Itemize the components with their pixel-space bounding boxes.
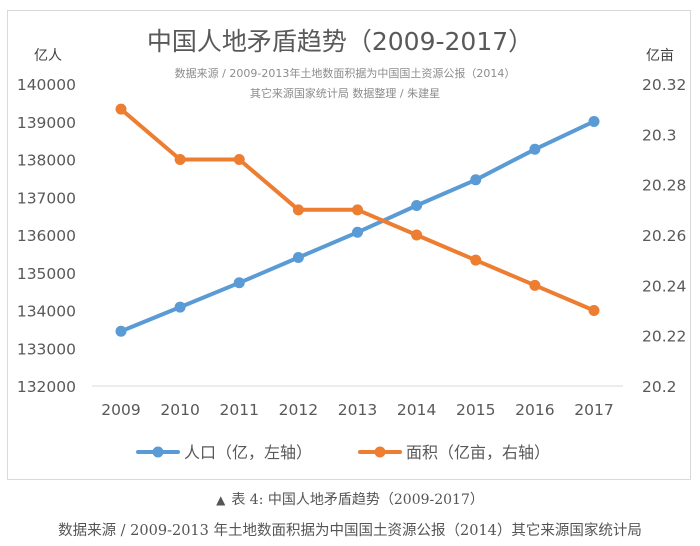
population-data-point [292,251,304,263]
figure-source-note: 数据来源 / 2009-2013 年土地数面积据为中国国土资源公报（2014）其… [58,523,642,539]
triangle-marker-icon: ▲ [216,493,226,507]
population-data-point [174,301,186,313]
chart: 中国人地矛盾趋势（2009-2017） 数据来源 / 2009-2013年土地数面… [17,27,687,462]
x-axis-tick-label: 2015 [456,401,495,419]
right-axis-tick-label: 20.24 [642,277,686,295]
population-data-point [529,143,541,155]
x-axis-tick-label: 2017 [574,401,613,419]
left-axis-tick-label: 132000 [17,378,76,396]
area-data-point [470,254,482,266]
population-data-point [411,199,423,211]
x-axis-tick-label: 2009 [101,401,140,419]
left-axis-tick-label: 138000 [17,152,76,170]
area-data-point [411,229,423,241]
x-axis-tick-label: 2011 [220,401,259,419]
figure-caption-text: 表 4: 中国人地矛盾趋势（2009-2017） [231,492,484,508]
chart-frame [7,10,691,480]
population-data-point [352,226,363,238]
x-axis-tick-label: 2014 [397,401,436,419]
right-axis-tick-label: 20.2 [642,378,677,396]
population-data-point [588,115,600,127]
area-data-point [115,103,127,115]
left-axis-tick-label: 133000 [17,340,76,358]
population-data-point [470,174,482,186]
legend-label: 面积（亿亩，右轴） [406,443,550,462]
right-axis-tick-label: 20.3 [642,126,677,144]
legend-marker-swatch [374,446,386,458]
population-series-line [119,119,596,334]
legend-marker-swatch [152,446,164,458]
left-axis-unit-label: 亿人 [34,48,62,64]
x-axis-tick-label: 2016 [515,401,554,419]
area-data-point [588,305,600,316]
x-axis-tick-label: 2010 [160,401,199,419]
population-data-point [115,325,127,337]
area-data-point [292,204,304,216]
area-data-point [352,204,363,216]
chart-subtitle-line: 数据来源 / 2009-2013年土地数面积据为中国国土资源公报（2014） [175,66,516,80]
right-axis-tick-label: 20.28 [642,177,686,195]
right-axis-tick-label: 20.32 [642,76,686,94]
left-axis-tick-label: 134000 [17,303,76,321]
chart-subtitle-line: 其它来源国家统计局 数据整理 / 朱建星 [250,86,440,100]
x-axis-tick-label: 2012 [279,401,318,419]
x-axis-tick-label: 2013 [338,401,377,419]
right-axis-tick-label: 20.22 [642,328,686,346]
population-data-point [233,277,245,289]
left-axis-tick-label: 139000 [17,114,76,132]
area-data-point [529,279,541,291]
figure-caption: ▲ 表 4: 中国人地矛盾趋势（2009-2017） [0,489,700,509]
left-axis-tick-label: 137000 [17,189,76,207]
left-axis-tick-label: 136000 [17,227,76,245]
right-axis-unit-label: 亿亩 [646,47,674,64]
left-axis-tick-label: 135000 [17,265,76,283]
legend-label: 人口（亿，左轴） [184,443,312,462]
right-axis-tick-label: 20.26 [642,227,686,245]
area-data-point [233,154,245,165]
area-data-point [174,154,186,165]
left-axis-tick-label: 140000 [17,76,76,94]
chart-title: 中国人地矛盾趋势（2009-2017） [147,27,533,56]
